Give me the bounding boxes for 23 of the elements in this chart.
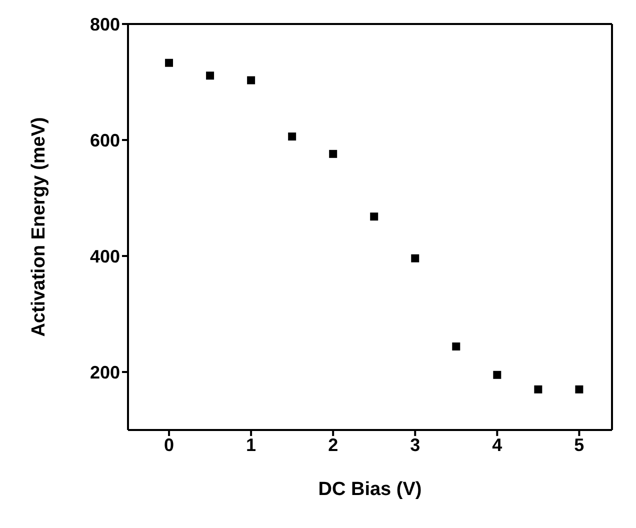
point — [206, 72, 214, 80]
y-tick-label: 800 — [90, 14, 120, 34]
x-tick-label: 0 — [164, 434, 174, 455]
y-tick-label: 400 — [90, 246, 120, 266]
x-tick-label: 3 — [410, 434, 420, 455]
x-tick-label: 5 — [574, 434, 584, 455]
point — [452, 342, 460, 350]
point — [165, 58, 174, 67]
y-tick-label: 200 — [90, 362, 120, 382]
point — [575, 385, 584, 394]
point — [247, 76, 256, 84]
x-axis-title: DC Bias (V) — [318, 479, 422, 500]
point — [493, 370, 502, 379]
y-tick-label: 600 — [90, 130, 120, 150]
x-tick-label: 2 — [328, 434, 338, 455]
point — [329, 150, 338, 158]
point — [288, 132, 296, 141]
point — [370, 212, 378, 221]
x-tick-label: 1 — [246, 434, 256, 455]
point — [534, 385, 542, 394]
point — [411, 254, 420, 262]
x-tick-label: 4 — [492, 434, 502, 455]
y-axis-title: Activation Energy (meV) — [28, 117, 50, 337]
